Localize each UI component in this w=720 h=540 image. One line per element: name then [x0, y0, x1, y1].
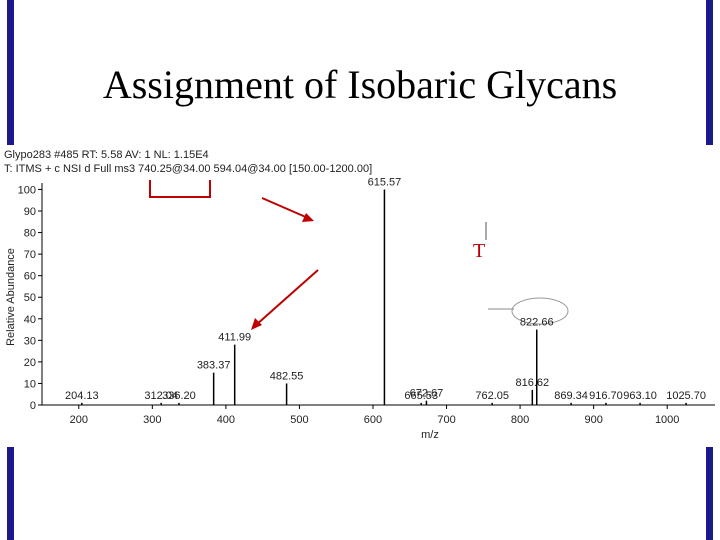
arrow	[255, 269, 319, 326]
annotation: - GalNAc	[236, 269, 281, 281]
peak-label: 312.04	[144, 390, 178, 402]
x-tick-label: 600	[364, 414, 382, 426]
highlight	[511, 297, 569, 325]
peak-label: 672.67	[410, 388, 444, 400]
y-tick-label: 90	[24, 206, 36, 218]
x-tick-label: 400	[217, 414, 235, 426]
arrowheads	[251, 213, 314, 330]
peak-label: 869.34	[554, 390, 588, 402]
peak-label: 336.20	[162, 390, 196, 402]
annotations: - SA - Gal - GalNAc [M+2H]2+ SA Gal GalN…	[175, 177, 562, 316]
arrowhead	[251, 318, 262, 330]
x-tick-label: 200	[70, 414, 88, 426]
y-tick-label: 100	[18, 184, 36, 196]
x-axis-label: m/z	[421, 429, 439, 441]
annotation: [M+2H]2+	[213, 304, 261, 316]
arrow	[261, 197, 309, 219]
arrowhead	[302, 213, 314, 222]
arrows	[149, 180, 569, 326]
y-tick-label: 40	[24, 314, 36, 326]
x-tick-label: 700	[437, 414, 455, 426]
annotation: SA	[473, 177, 488, 189]
slide-title: Assignment of Isobaric Glycans	[103, 62, 617, 107]
y-tick-label: 20	[24, 357, 36, 369]
peak-label: 411.99	[218, 332, 251, 344]
x-tick-label: 500	[290, 414, 308, 426]
sequence: (R)TPRPVPR(V)	[453, 240, 562, 262]
y-tick-label: 50	[24, 292, 36, 304]
header-line: Glypo283 #485 RT: 5.58 AV: 1 NL: 1.15E4	[4, 149, 209, 161]
y-tick-label: 10	[24, 378, 36, 390]
peak-label: 822.66	[520, 317, 554, 329]
sequence-part: (R)	[453, 245, 473, 261]
peak-label: 615.57	[368, 176, 402, 188]
y-tick-label: 70	[24, 249, 36, 261]
peak-label: 816.62	[515, 377, 549, 389]
peak-label: 762.05	[475, 390, 509, 402]
peak-label: 665.53	[404, 390, 438, 402]
x-tick-label: 1000	[655, 414, 679, 426]
annotation: [M+H]+	[440, 304, 476, 316]
y-tick-label: 0	[30, 400, 36, 412]
peak-label: 482.55	[270, 370, 304, 382]
sequence-part: PRPVPR(V)	[485, 245, 562, 261]
y-tick-label: 80	[24, 228, 36, 240]
annotation: - SA	[175, 181, 197, 193]
annotation: GalNAc	[461, 203, 499, 215]
sequence-site: T	[473, 240, 485, 262]
y-tick-label: 30	[24, 335, 36, 347]
annotation: Gal	[471, 190, 488, 202]
y-axis-label: Relative Abundance	[5, 248, 17, 346]
x-tick-label: 800	[511, 414, 529, 426]
annotation: - Gal	[228, 209, 252, 221]
peak-label: 1025.70	[666, 390, 706, 402]
x-tick-label: 900	[584, 414, 602, 426]
peak-label: 204.13	[65, 390, 99, 402]
header-line: T: ITMS + c NSI d Full ms3 740.25@34.00 …	[4, 163, 372, 175]
bracket	[149, 180, 211, 198]
peak-label: 916.70	[589, 390, 623, 402]
peak-label: 383.37	[197, 360, 231, 372]
peak-label: 963.10	[623, 390, 657, 402]
x-tick-label: 300	[143, 414, 161, 426]
y-tick-label: 60	[24, 271, 36, 283]
spectrum-panel	[0, 145, 720, 447]
